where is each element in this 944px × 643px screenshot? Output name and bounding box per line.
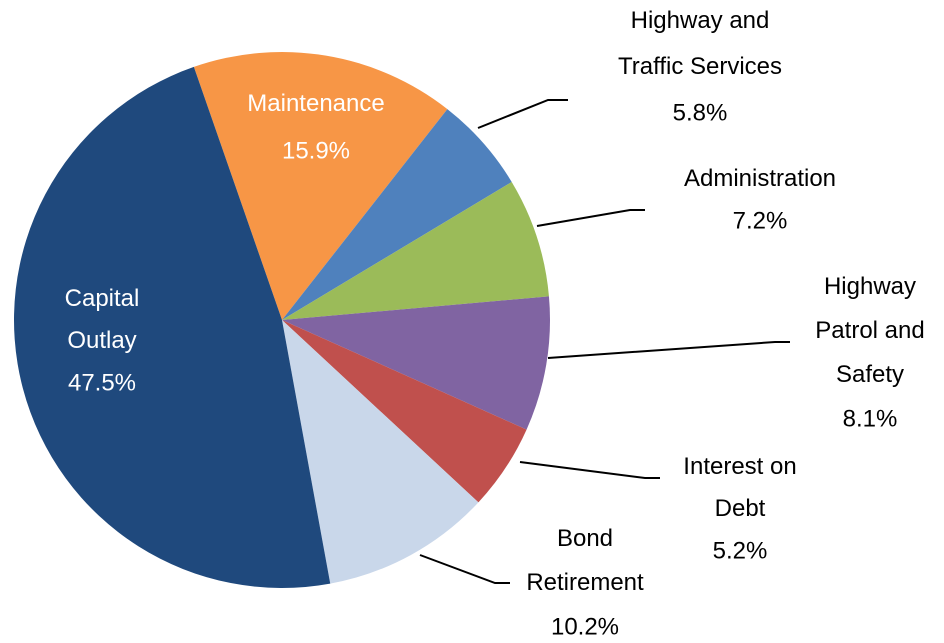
slice bbox=[282, 296, 550, 430]
slice-label: Interest on Debt bbox=[683, 453, 796, 522]
slice bbox=[282, 181, 549, 320]
value-label: 8.1% bbox=[843, 405, 898, 432]
value-label: 7.2% bbox=[733, 207, 788, 234]
leader-line bbox=[547, 341, 790, 359]
value-label: 10.2% bbox=[551, 613, 619, 640]
leader-line bbox=[477, 99, 568, 129]
slice bbox=[282, 320, 527, 503]
leader-line bbox=[519, 461, 660, 479]
leader-line bbox=[536, 209, 645, 227]
slice-label: Administration bbox=[684, 165, 836, 192]
leader-line bbox=[419, 554, 510, 584]
slices bbox=[14, 52, 550, 589]
slice bbox=[193, 52, 448, 320]
value-label: 5.2% bbox=[713, 537, 768, 564]
slice-label: Bond Retirement bbox=[526, 525, 644, 596]
slice-label: Capital Outlay bbox=[65, 285, 140, 354]
slice-label: Maintenance bbox=[247, 90, 384, 117]
value-label: 47.5% bbox=[68, 369, 136, 396]
slice-label: Highway Patrol and Safety bbox=[815, 273, 924, 388]
slice bbox=[282, 320, 479, 584]
value-label: 5.8% bbox=[673, 99, 728, 126]
slice bbox=[14, 66, 331, 589]
slice-label: Highway and Traffic Services bbox=[618, 7, 782, 80]
slice bbox=[282, 109, 512, 320]
value-label: 15.9% bbox=[282, 137, 350, 164]
